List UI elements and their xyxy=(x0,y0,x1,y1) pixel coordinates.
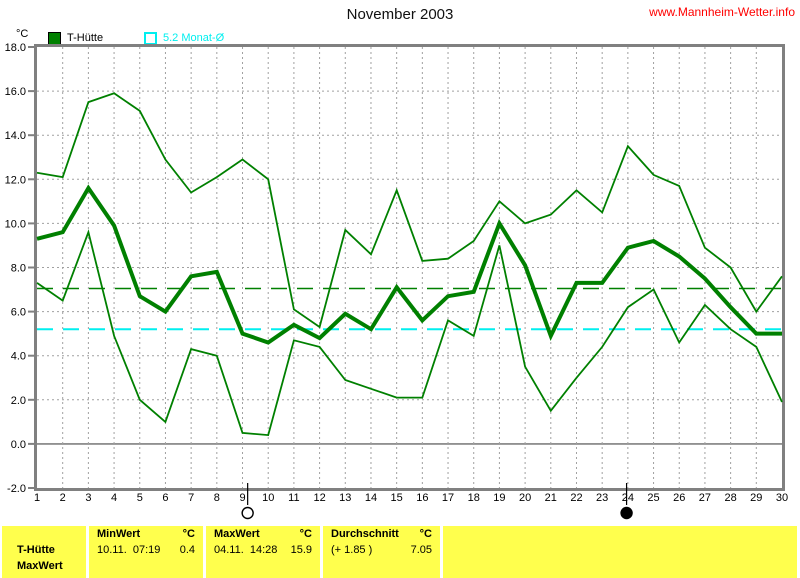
x-axis-label: 4 xyxy=(111,492,117,504)
y-axis-label: 16.0 xyxy=(5,86,26,98)
y-axis-label: 6.0 xyxy=(11,307,26,319)
y-axis-label: 2.0 xyxy=(11,395,26,407)
legend-t-huette-label: T-Hütte xyxy=(67,32,104,44)
max-datetime: 04.11. 14:28 xyxy=(214,544,278,556)
y-axis-label: 12.0 xyxy=(5,174,26,186)
x-axis-label: 13 xyxy=(339,492,351,504)
y-axis-label: 4.0 xyxy=(11,351,26,363)
x-axis-label: 16 xyxy=(416,492,428,504)
avg-value: 7.05 xyxy=(410,544,432,556)
min-value: 0.4 xyxy=(179,544,195,556)
x-axis-label: 21 xyxy=(545,492,557,504)
avg-deviation: (+ 1.85 ) xyxy=(331,544,373,556)
x-axis-label: 25 xyxy=(647,492,659,504)
y-axis-label: 10.0 xyxy=(5,218,26,230)
max-header: MaxWert xyxy=(214,528,260,540)
x-axis-label: 12 xyxy=(313,492,325,504)
x-axis-label: 14 xyxy=(365,492,377,504)
stats-series-row2: MaxWert xyxy=(17,560,63,572)
moon-full-icon xyxy=(241,506,254,520)
x-axis-label: 30 xyxy=(776,492,788,504)
stats-cell-empty xyxy=(443,526,797,578)
min-unit: °C xyxy=(182,528,195,540)
x-axis-label: 15 xyxy=(391,492,403,504)
x-axis-label: 1 xyxy=(34,492,40,504)
x-axis-label: 23 xyxy=(596,492,608,504)
min-header: MinWert xyxy=(97,528,141,540)
page-title: November 2003 xyxy=(346,6,454,23)
x-axis-label: 6 xyxy=(162,492,168,504)
x-axis-label: 28 xyxy=(724,492,736,504)
stats-cell-min: MinWert °C 10.11. 07:19 0.4 xyxy=(89,526,203,578)
max-unit: °C xyxy=(299,528,312,540)
legend-cyan-swatch-icon xyxy=(144,31,157,45)
x-axis-label: 10 xyxy=(262,492,274,504)
x-axis-label: 17 xyxy=(442,492,454,504)
y-axis-label: -2.0 xyxy=(7,483,26,495)
x-axis-label: 5 xyxy=(137,492,143,504)
min-datetime: 10.11. 07:19 xyxy=(97,544,161,556)
y-axis-label: 18.0 xyxy=(5,42,26,54)
x-axis-label: 11 xyxy=(288,492,299,504)
legend-t-huette: T-Hütte xyxy=(48,31,103,45)
watermark-link[interactable]: www.Mannheim-Wetter.info xyxy=(649,5,795,19)
x-axis-label: 20 xyxy=(519,492,531,504)
x-axis-label: 8 xyxy=(214,492,220,504)
y-axis-label: 14.0 xyxy=(5,130,26,142)
x-axis-label: 22 xyxy=(570,492,582,504)
x-axis-label: 26 xyxy=(673,492,685,504)
stats-series-name: T-Hütte xyxy=(17,544,55,556)
plot-border xyxy=(34,44,785,491)
moon-new-icon xyxy=(620,506,633,520)
series-max-line xyxy=(36,92,783,329)
stats-cell-avg: Durchschnitt °C (+ 1.85 ) 7.05 xyxy=(323,526,440,578)
stats-cell-series: T-Hütte MaxWert xyxy=(2,526,86,578)
stats-cell-max: MaxWert °C 04.11. 14:28 15.9 xyxy=(206,526,320,578)
temperature-chart: 18.0 16.0 14.0 12.0 10.0 8.0 6.0 4.0 2.0 0.0 -2.0 1… xyxy=(5,42,788,520)
max-value: 15.9 xyxy=(290,544,312,556)
x-axis-label: 27 xyxy=(699,492,711,504)
x-axis-label: 18 xyxy=(468,492,480,504)
x-axis-label: 24 xyxy=(622,492,634,504)
avg-header: Durchschnitt xyxy=(331,528,399,540)
x-axis-label: 2 xyxy=(60,492,66,504)
legend-month-avg: 5.2 Monat-Ø xyxy=(144,31,224,45)
x-axis-label: 3 xyxy=(85,492,91,504)
series-mean-line xyxy=(36,184,782,345)
x-axis-label: 9 xyxy=(239,492,245,504)
y-axis-label: 8.0 xyxy=(11,263,26,275)
x-axis-label: 7 xyxy=(188,492,194,504)
x-axis-label: 29 xyxy=(750,492,762,504)
stats-table: T-Hütte MaxWert MinWert °C 10.11. 07:19 … xyxy=(0,526,800,578)
legend-month-avg-label: 5.2 Monat-Ø xyxy=(163,32,225,44)
y-axis-unit-label: °C xyxy=(16,28,29,40)
y-axis-label: 0.0 xyxy=(11,439,26,451)
x-axis-label: 19 xyxy=(493,492,505,504)
avg-unit: °C xyxy=(419,528,432,540)
series-min-line xyxy=(36,229,783,437)
